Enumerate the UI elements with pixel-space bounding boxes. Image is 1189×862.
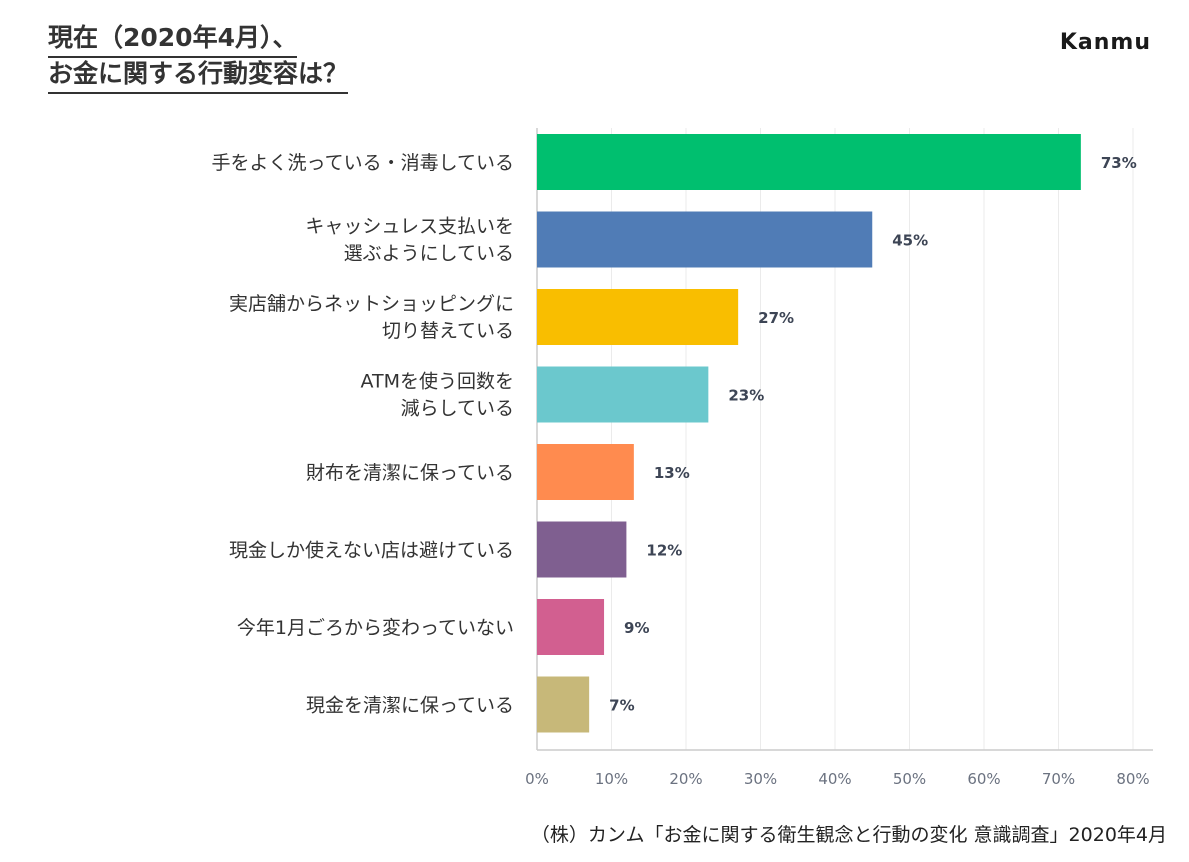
category-label: 財布を清潔に保っている bbox=[306, 462, 514, 484]
value-label: 23% bbox=[728, 387, 764, 405]
bar bbox=[537, 676, 590, 733]
value-label: 12% bbox=[646, 542, 682, 560]
category-label: 選ぶようにしている bbox=[344, 243, 514, 265]
value-label: 27% bbox=[758, 309, 794, 327]
bar bbox=[537, 444, 634, 500]
category-label: 減らしている bbox=[401, 398, 514, 420]
x-tick-label: 30% bbox=[744, 770, 777, 788]
title-line-2: お金に関する行動変容は？ bbox=[48, 58, 349, 94]
bar bbox=[537, 521, 627, 578]
category-label: 現金を清潔に保っている bbox=[306, 695, 514, 717]
category-label: 切り替えている bbox=[382, 320, 514, 342]
title-line-1: 現在（2020年4月）、 bbox=[48, 22, 298, 58]
kanmu-logo: Kanmu bbox=[1059, 30, 1151, 55]
bar bbox=[537, 366, 709, 423]
x-tick-label: 50% bbox=[893, 770, 926, 788]
source-note: （株）カンム「お金に関する衛生観念と行動の変化 意識調査」2020年4月 bbox=[530, 824, 1167, 846]
category-label: ATMを使う回数を bbox=[360, 371, 514, 393]
bar bbox=[537, 289, 739, 345]
category-label: 実店舗からネットショッピングに bbox=[229, 293, 514, 315]
x-tick-label: 0% bbox=[525, 770, 549, 788]
x-tick-label: 40% bbox=[818, 770, 851, 788]
bar bbox=[537, 211, 873, 268]
x-tick-label: 60% bbox=[967, 770, 1000, 788]
x-tick-label: 80% bbox=[1116, 770, 1149, 788]
bar bbox=[537, 599, 605, 655]
category-label: 手をよく洗っている・消毒している bbox=[212, 152, 514, 174]
x-tick-label: 70% bbox=[1042, 770, 1075, 788]
bar bbox=[537, 134, 1081, 190]
value-label: 13% bbox=[654, 464, 690, 482]
x-tick-label: 10% bbox=[595, 770, 628, 788]
category-label: 今年1月ごろから変わっていない bbox=[237, 617, 514, 639]
value-label: 45% bbox=[892, 232, 928, 250]
value-label: 9% bbox=[624, 619, 649, 637]
category-label: キャッシュレス支払いを bbox=[305, 216, 514, 238]
value-label: 73% bbox=[1101, 154, 1137, 172]
x-tick-label: 20% bbox=[669, 770, 702, 788]
category-label: 現金しか使えない店は避けている bbox=[229, 540, 514, 562]
value-label: 7% bbox=[609, 697, 634, 715]
